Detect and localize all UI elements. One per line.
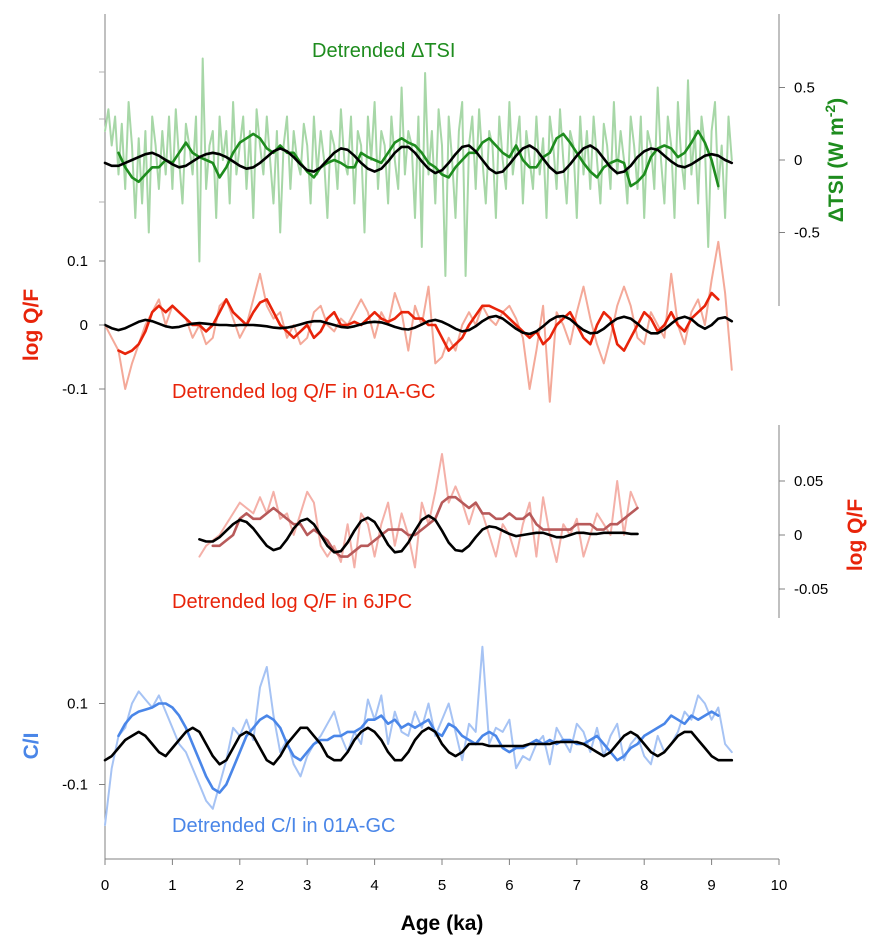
y-tick-label: 0.1 [67, 696, 88, 713]
x-tick-label: 4 [370, 877, 378, 894]
tsi-filtered-line [103, 144, 734, 175]
annotation-qf01: Detrended log Q/F in 01A-GC [172, 381, 435, 403]
qf01-smoothed-line [117, 291, 720, 356]
ci-filtered-line [103, 726, 734, 766]
qf01-filtered-line [103, 314, 734, 336]
x-tick-label: 10 [771, 877, 788, 894]
x-tick-label: 0 [101, 877, 109, 894]
ci-smoothed-line [117, 702, 720, 794]
panel-qf6jpc [198, 453, 639, 569]
y-tick-label: 0.05 [794, 473, 823, 490]
ylabel-qf6jpc: log Q/F [844, 499, 867, 571]
x-tick-label: 2 [236, 877, 244, 894]
y-tick-label: -0.1 [62, 777, 88, 794]
x-tick-label: 6 [505, 877, 513, 894]
y-tick-label: 0 [80, 317, 88, 334]
qf6jpc-smoothed-line [211, 495, 639, 558]
annotation-ci: Detrended C/I in 01A-GC [172, 815, 395, 837]
qf6jpc-filtered-line [198, 514, 639, 554]
x-axis-ticks [104, 859, 780, 865]
y-tick-label: 0.1 [67, 253, 88, 270]
qf6jpc-raw-line [198, 453, 639, 569]
panel-ci [103, 645, 734, 826]
tsi-raw-line [104, 57, 733, 277]
series-layer [103, 57, 734, 826]
y-tick-label: 0 [794, 152, 802, 169]
x-axis-tick-labels: 0 1 2 3 4 5 6 7 8 9 10 [101, 877, 788, 894]
annotation-qf6jpc: Detrended log Q/F in 6JPC [172, 591, 412, 613]
y-tick-label: -0.1 [62, 381, 88, 398]
y-axis-ticks-layer: 0.5 0 -0.5 0.1 0 -0.1 0.05 0 -0.05 0.1 -0.1 [62, 71, 828, 794]
annotation-tsi: Detrended ΔTSI [312, 40, 455, 62]
ylabel-tsi: ΔTSI (W m-2) [822, 98, 848, 222]
x-tick-label: 8 [640, 877, 648, 894]
panel-tsi [103, 57, 734, 277]
x-tick-label: 9 [707, 877, 715, 894]
x-tick-label: 3 [303, 877, 311, 894]
x-axis-title: Age (ka) [401, 912, 484, 935]
y-tick-label: -0.5 [794, 225, 820, 242]
panel-qf01 [103, 240, 734, 403]
y-tick-label: 0.5 [794, 80, 815, 97]
x-tick-label: 7 [573, 877, 581, 894]
ylabel-qf01: log Q/F [20, 289, 43, 361]
qf01-raw-line [104, 240, 733, 403]
x-tick-label: 5 [438, 877, 446, 894]
tsi-smoothed-line [117, 129, 720, 188]
x-tick-label: 1 [168, 877, 176, 894]
y-tick-label: 0 [794, 527, 802, 544]
y-tick-label: -0.05 [794, 581, 828, 598]
ylabel-ci: C/I [20, 733, 43, 760]
